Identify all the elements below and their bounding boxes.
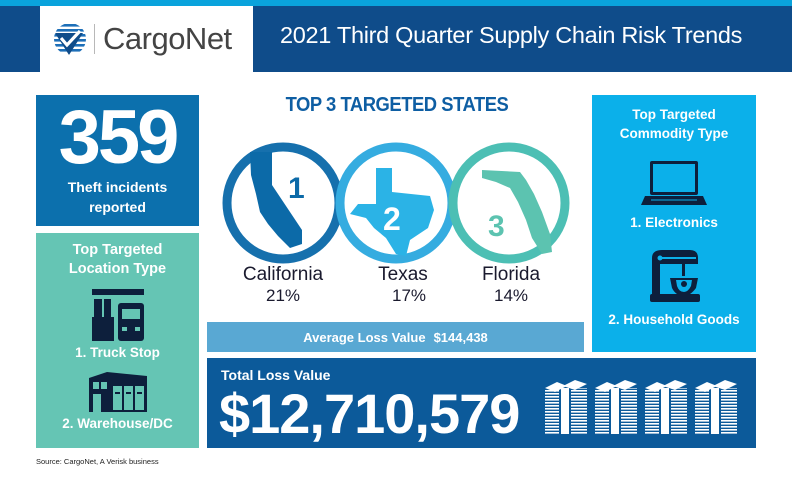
total-loss-value: $12,710,579 — [219, 382, 520, 445]
page-title: 2021 Third Quarter Supply Chain Risk Tre… — [280, 22, 743, 48]
average-loss-bar: Average Loss Value $144,438 — [207, 322, 584, 352]
commodity-title-line2: Commodity Type — [619, 126, 729, 141]
top-accent-stripe — [0, 0, 792, 6]
california-rank: 1 — [288, 172, 305, 205]
logo-divider — [94, 24, 95, 54]
money-stacks-icon — [545, 380, 737, 434]
location-type-card: Top Targeted Location Type 1. Truck Stop… — [36, 233, 199, 448]
commodity-item-electronics: 1. Electronics — [630, 215, 718, 230]
stand-mixer-icon — [650, 250, 700, 302]
source-note: Source: CargoNet, A Verisk business — [36, 457, 159, 466]
texas-map-icon — [350, 168, 434, 256]
california-map-icon — [250, 152, 302, 248]
location-title-line1: Top Targeted — [72, 242, 163, 258]
state-pct-florida: 14% — [493, 286, 529, 305]
states-title: TOP 3 TARGETED STATES — [285, 94, 509, 116]
warehouse-icon — [88, 372, 147, 412]
truck-stop-icon — [91, 289, 144, 341]
laptop-icon — [641, 161, 707, 205]
commodity-type-card: Top Targeted Commodity Type 1. Electroni… — [592, 95, 756, 352]
total-loss-card: Total Loss Value $12,710,579 — [207, 358, 756, 448]
florida-rank: 3 — [488, 210, 505, 243]
florida-ring — [448, 142, 570, 264]
theft-incidents-card: 359 Theft incidents reported — [36, 95, 199, 226]
average-loss-label: Average Loss Value — [303, 329, 426, 345]
state-name-texas: Texas — [378, 264, 428, 285]
commodity-title-line1: Top Targeted — [632, 107, 716, 122]
logo: CargoNet — [40, 6, 253, 72]
state-name-california: California — [242, 264, 324, 285]
cargonet-logo-icon — [54, 23, 86, 55]
texas-rank: 2 — [383, 201, 401, 237]
state-pct-texas: 17% — [391, 286, 427, 305]
location-title-line2: Location Type — [68, 261, 167, 277]
location-item-warehouse: 2. Warehouse/DC — [62, 416, 173, 431]
state-name-florida: Florida — [481, 264, 541, 285]
florida-map-icon — [482, 170, 552, 254]
average-loss-value: $144,438 — [433, 329, 488, 345]
incident-label-line2: reported — [89, 199, 146, 215]
incident-label-line1: Theft incidents — [67, 179, 168, 195]
total-loss-label: Total Loss Value — [221, 367, 331, 383]
states-rings-graphic: 1 2 3 — [222, 142, 570, 264]
incident-count: 359 — [58, 95, 180, 180]
state-pct-california: 21% — [265, 286, 301, 305]
location-item-truck-stop: 1. Truck Stop — [75, 345, 160, 360]
logo-text: CargoNet — [103, 21, 232, 56]
commodity-item-household-goods: 2. Household Goods — [608, 312, 740, 327]
